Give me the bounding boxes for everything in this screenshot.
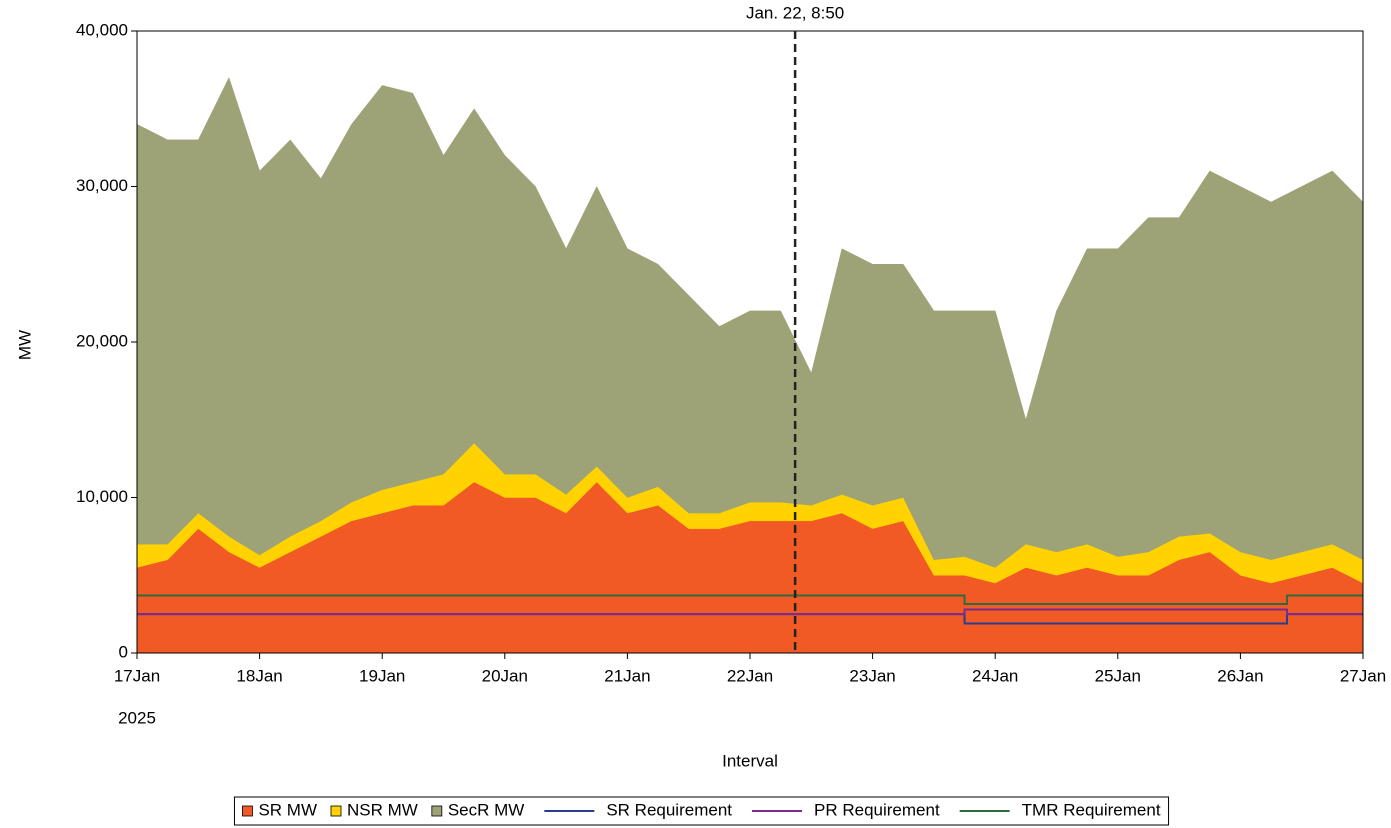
legend-item: TMR Requirement	[959, 800, 1161, 819]
x-tick-label: 18Jan	[236, 666, 282, 685]
legend-item: SR Requirement	[544, 800, 732, 819]
y-tick-label: 10,000	[76, 487, 128, 506]
x-tick-label: 26Jan	[1217, 666, 1263, 685]
x-tick-label: 19Jan	[359, 666, 405, 685]
area	[136, 76, 1364, 568]
legend-label: SR MW	[258, 800, 317, 819]
x-tick-label: 20Jan	[482, 666, 528, 685]
legend-swatch	[330, 805, 342, 817]
y-tick-label: 0	[119, 642, 128, 661]
legend-item: PR Requirement	[752, 800, 940, 819]
x-year-label: 2025	[118, 708, 156, 727]
x-tick-label: 23Jan	[849, 666, 895, 685]
line	[137, 594, 1363, 606]
y-tick-label: 30,000	[76, 176, 128, 195]
legend-label: NSR MW	[347, 800, 418, 819]
x-tick-label: 21Jan	[604, 666, 650, 685]
legend-box	[233, 796, 1170, 826]
annotation-label: Jan. 22, 8:50	[746, 3, 844, 22]
x-tick-label: 22Jan	[727, 666, 773, 685]
legend-label: PR Requirement	[814, 800, 940, 819]
line	[137, 608, 1363, 616]
y-tick-label: 20,000	[76, 331, 128, 350]
legend-swatch	[242, 805, 253, 817]
legend-label: SecR MW	[448, 800, 525, 819]
x-axis-label: Interval	[722, 751, 778, 770]
legend-label: TMR Requirement	[1022, 800, 1161, 819]
legend-item: SR MW	[242, 800, 317, 819]
y-tick-label: 40,000	[76, 20, 128, 39]
x-tick-label: 17Jan	[114, 666, 160, 685]
legend-item: NSR MW	[330, 800, 418, 819]
x-tick-label: 24Jan	[972, 666, 1018, 685]
x-tick-label: 25Jan	[1095, 666, 1141, 685]
legend-swatch	[431, 805, 443, 817]
x-tick-label: 27Jan	[1340, 666, 1386, 685]
y-axis-label: MW	[15, 330, 34, 360]
legend: SR MW NSR MW SecR MW SR Requirement PR Requi…	[233, 796, 1170, 826]
legend-label: SR Requirement	[606, 800, 732, 819]
legend-item: SecR MW	[431, 800, 525, 819]
